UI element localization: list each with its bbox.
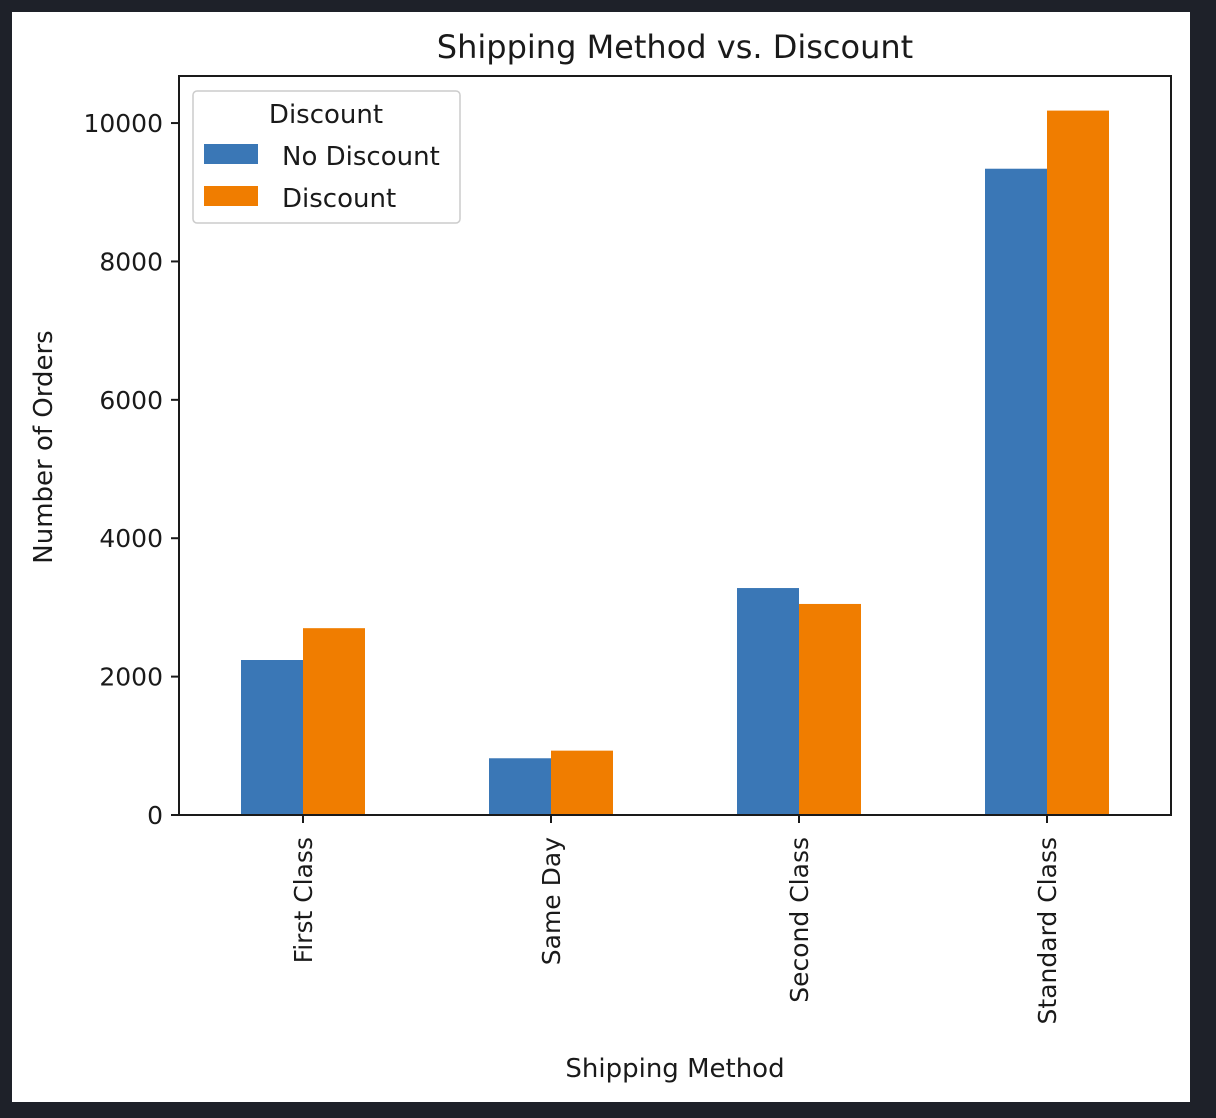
y-tick-label: 6000	[99, 386, 163, 415]
x-axis-label: Shipping Method	[565, 1054, 784, 1084]
legend-title: Discount	[269, 100, 383, 130]
legend-label-discount: Discount	[282, 184, 396, 214]
x-tick-label: Second Class	[785, 837, 814, 1003]
y-axis: 0 2000 4000 6000 8000 10000	[83, 109, 179, 830]
plot-frame	[178, 75, 1172, 816]
legend-label-no-discount: No Discount	[282, 142, 440, 172]
bar-no-discount-first-class	[241, 660, 303, 815]
bar-discount-first-class	[303, 628, 365, 815]
x-tick-label: Same Day	[537, 837, 566, 965]
bar-discount-standard-class	[1047, 110, 1109, 815]
plot-area	[241, 110, 1109, 816]
y-tick-label: 2000	[99, 663, 163, 692]
legend-swatch-no-discount	[204, 144, 258, 164]
bar-no-discount-second-class	[737, 588, 799, 815]
y-tick-label: 8000	[99, 247, 163, 276]
legend-swatch-discount	[204, 186, 258, 206]
bar-discount-same-day	[551, 750, 613, 815]
y-tick-label: 10000	[83, 109, 163, 138]
y-tick-label: 0	[147, 801, 163, 830]
bar-discount-second-class	[799, 603, 861, 815]
bar-no-discount-same-day	[489, 758, 551, 815]
x-tick-label: First Class	[289, 837, 318, 963]
legend-box	[192, 90, 461, 224]
x-axis: First Class Same Day Second Class Standard …	[289, 815, 1062, 1024]
bar-no-discount-standard-class	[985, 168, 1047, 816]
legend: Discount No Discount Discount	[192, 90, 461, 224]
chart-title: Shipping Method vs. Discount	[437, 28, 913, 66]
y-axis-label: Number of Orders	[29, 330, 59, 563]
x-tick-label: Standard Class	[1033, 837, 1062, 1024]
y-tick-label: 4000	[99, 524, 163, 553]
